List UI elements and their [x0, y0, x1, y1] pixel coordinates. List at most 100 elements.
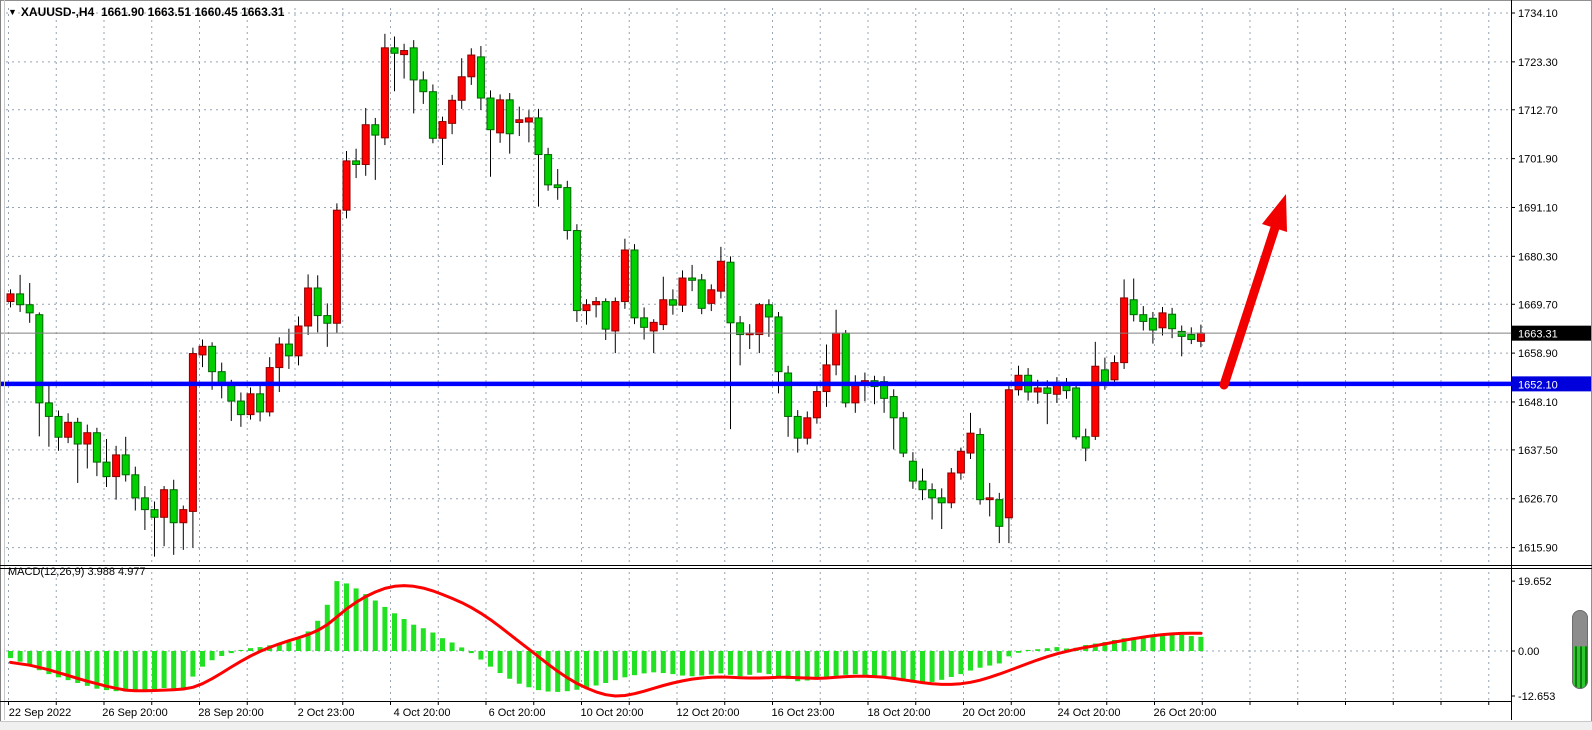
macd-bar — [824, 651, 829, 677]
candle-bear — [486, 97, 495, 131]
macd-bar — [651, 651, 657, 673]
macd-bar — [718, 651, 724, 674]
macd-bar — [612, 651, 618, 681]
candle-bear — [1187, 334, 1196, 341]
candle-bear — [208, 345, 217, 373]
macd-bar — [219, 651, 225, 656]
symbol-title: XAUUSD-,H4 — [20, 5, 95, 19]
trend-arrow-annotation[interactable] — [1219, 194, 1287, 390]
scroll-pill-thumb[interactable] — [1572, 646, 1588, 689]
macd-bar — [1198, 636, 1204, 651]
candle-bull — [6, 293, 15, 303]
candle-bear — [92, 432, 101, 463]
macd-bar — [104, 651, 109, 691]
candlesticks — [6, 33, 1205, 557]
macd-bar — [488, 651, 493, 667]
macd-histogram — [8, 581, 1204, 692]
macd-bar — [459, 647, 465, 651]
macd-bar — [276, 643, 282, 651]
macd-bar — [785, 651, 791, 680]
macd-bar — [1169, 634, 1175, 651]
candle-bear — [640, 317, 649, 328]
macd-bar — [1179, 634, 1185, 651]
price-axis-label: 1648.10 — [1518, 397, 1558, 409]
macd-bar — [238, 649, 244, 651]
macd-bar — [430, 632, 436, 651]
candle-bull — [265, 367, 274, 413]
scroll-pill[interactable] — [1572, 610, 1588, 689]
macd-bar — [584, 651, 589, 688]
candle-bull — [1120, 297, 1129, 364]
macd-bar — [132, 651, 138, 691]
candle-bear — [630, 249, 639, 319]
time-axis-label: 12 Oct 20:00 — [677, 707, 740, 719]
macd-bar — [804, 651, 810, 681]
macd-bar — [152, 651, 157, 690]
ohlc-quote: 1661.90 1663.51 1660.45 1663.31 — [100, 5, 285, 19]
price-axis-label: 1701.90 — [1518, 154, 1558, 166]
candle-bear — [553, 184, 562, 189]
macd-bar — [670, 651, 676, 675]
candle-bull — [956, 450, 965, 474]
chevron-down-icon[interactable]: ▼ — [8, 7, 17, 17]
candle-bull — [1158, 312, 1167, 329]
macd-bar — [852, 651, 858, 675]
macd-bar — [564, 651, 570, 692]
candle-bear — [774, 316, 783, 373]
candle-bull — [803, 417, 812, 439]
candle-bull — [64, 421, 73, 438]
candle-bear — [428, 91, 437, 139]
candle-bear — [35, 314, 44, 404]
candle-bear — [563, 187, 572, 232]
candle-bull — [400, 50, 409, 56]
candle-bull — [342, 160, 351, 211]
candle-bear — [668, 299, 677, 306]
candle-bear — [121, 454, 130, 476]
macd-bar — [65, 651, 71, 681]
candle-bull — [294, 325, 303, 357]
macd-bar — [737, 651, 743, 677]
macd-bar — [1131, 637, 1137, 651]
candle-bull — [985, 497, 994, 501]
macd-bar — [1188, 636, 1194, 651]
time-axis-label: 20 Oct 20:00 — [963, 707, 1026, 719]
macd-bar — [603, 651, 609, 684]
macd-bar — [420, 628, 426, 651]
macd-bar — [1016, 651, 1021, 653]
macd-bar — [660, 651, 666, 674]
macd-bar — [190, 651, 196, 677]
candle-bull — [83, 432, 92, 445]
scroll-widget[interactable] — [1572, 610, 1588, 689]
macd-indicator-label: MACD(12,26,9) 3.988 4.977 — [8, 566, 146, 578]
time-axis-label: 2 Oct 23:00 — [298, 707, 355, 719]
arrow-shaft[interactable] — [1219, 223, 1280, 390]
candle-bear — [928, 489, 937, 499]
candle-bull — [678, 277, 687, 306]
time-axis-label: 22 Sep 2022 — [9, 707, 71, 719]
candle-bear — [726, 261, 735, 324]
macd-bar — [411, 624, 417, 651]
candle-bull — [112, 454, 121, 478]
candle-bear — [736, 322, 745, 336]
price-axis-label: 1723.30 — [1518, 57, 1558, 69]
candle-bear — [1072, 387, 1081, 438]
macd-bar — [593, 651, 599, 686]
candle-bear — [1139, 314, 1148, 322]
candle-bear — [1043, 387, 1052, 394]
candle-bull — [707, 289, 716, 304]
macd-bar — [228, 651, 234, 654]
candle-bear — [793, 415, 802, 439]
macd-bar — [920, 651, 925, 684]
macd-bar — [766, 651, 772, 675]
candle-bear — [784, 372, 793, 417]
macd-bar — [497, 651, 503, 674]
macd-bar — [776, 651, 781, 677]
arrow-head[interactable] — [1262, 194, 1287, 232]
macd-bar — [478, 651, 484, 660]
macd-bar — [1140, 636, 1146, 651]
macd-bar — [344, 583, 349, 651]
macd-bar — [248, 648, 253, 651]
macd-bar — [180, 651, 186, 691]
